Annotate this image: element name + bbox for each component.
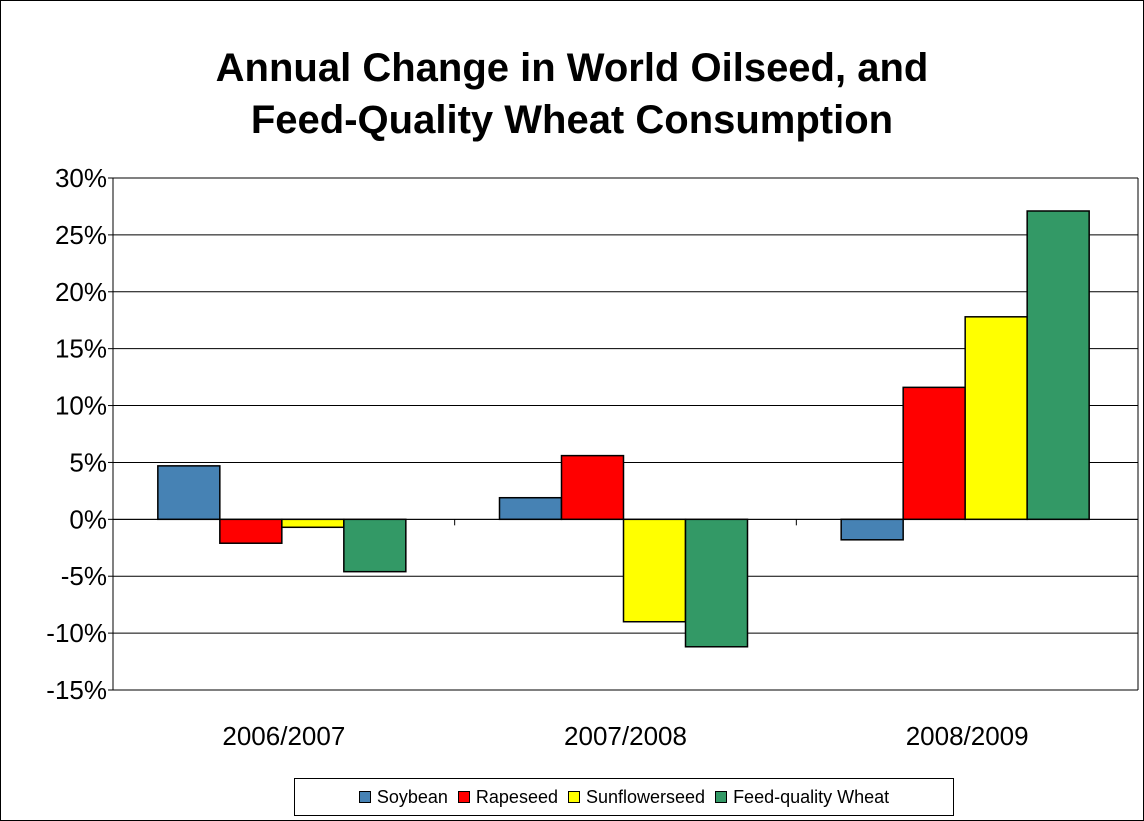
y-tick-label: -5% bbox=[61, 561, 107, 591]
y-tick-label: 0% bbox=[69, 504, 107, 534]
legend-swatch-feed-quality-wheat bbox=[715, 791, 728, 803]
y-tick-label: -10% bbox=[46, 618, 107, 648]
legend-label-soybean: Soybean bbox=[376, 786, 448, 807]
y-tick-label: -15% bbox=[46, 675, 107, 705]
y-tick-label: 20% bbox=[55, 277, 107, 307]
x-category-label: 2006/2007 bbox=[222, 721, 345, 751]
x-category-label: 2007/2008 bbox=[564, 721, 687, 751]
legend-item-feed-quality-wheat: Feed-quality Wheat bbox=[715, 787, 889, 808]
bar-rapeseed-0 bbox=[219, 518, 283, 544]
bar-soybean-0 bbox=[157, 465, 221, 521]
legend-label-feed-quality-wheat: Feed-quality Wheat bbox=[733, 786, 890, 807]
legend-swatch-soybean bbox=[358, 791, 371, 803]
chart-title: Annual Change in World Oilseed, and Feed… bbox=[0, 42, 1144, 146]
legend-item-rapeseed: Rapeseed bbox=[457, 786, 558, 808]
y-tick-label: 30% bbox=[55, 163, 107, 193]
y-tick-label: 10% bbox=[55, 391, 107, 421]
y-tick-label: 5% bbox=[69, 447, 107, 477]
bar-sunflowerseed-0 bbox=[281, 518, 345, 529]
legend-swatch-rapeseed bbox=[457, 791, 470, 803]
y-tick-label: 15% bbox=[55, 334, 107, 364]
legend-item-soybean: Soybean bbox=[358, 786, 448, 808]
chart-legend: Soybean Rapeseed Sunflowerseed Feed-qual… bbox=[294, 778, 954, 816]
bar-feed-quality-wheat-0 bbox=[343, 518, 407, 573]
bar-soybean-2 bbox=[840, 518, 904, 541]
bar-sunflowerseed-1 bbox=[622, 518, 687, 623]
y-tick-label: 25% bbox=[55, 220, 107, 250]
bar-rapeseed-2 bbox=[902, 386, 966, 521]
bar-feed-quality-wheat-2 bbox=[1026, 210, 1090, 521]
bar-rapeseed-1 bbox=[560, 454, 625, 521]
legend-label-sunflowerseed: Sunflowerseed bbox=[585, 786, 706, 807]
legend-item-sunflowerseed: Sunflowerseed bbox=[567, 786, 706, 808]
legend-swatch-sunflowerseed bbox=[567, 791, 580, 803]
bar-feed-quality-wheat-1 bbox=[684, 518, 749, 648]
legend-label-rapeseed: Rapeseed bbox=[475, 786, 558, 807]
chart-title-line-2: Feed-Quality Wheat Consumption bbox=[250, 98, 894, 142]
bar-soybean-1 bbox=[498, 496, 563, 521]
chart-title-line-1: Annual Change in World Oilseed, and bbox=[215, 46, 929, 90]
x-category-label: 2008/2009 bbox=[906, 721, 1029, 751]
bar-sunflowerseed-2 bbox=[964, 316, 1028, 521]
